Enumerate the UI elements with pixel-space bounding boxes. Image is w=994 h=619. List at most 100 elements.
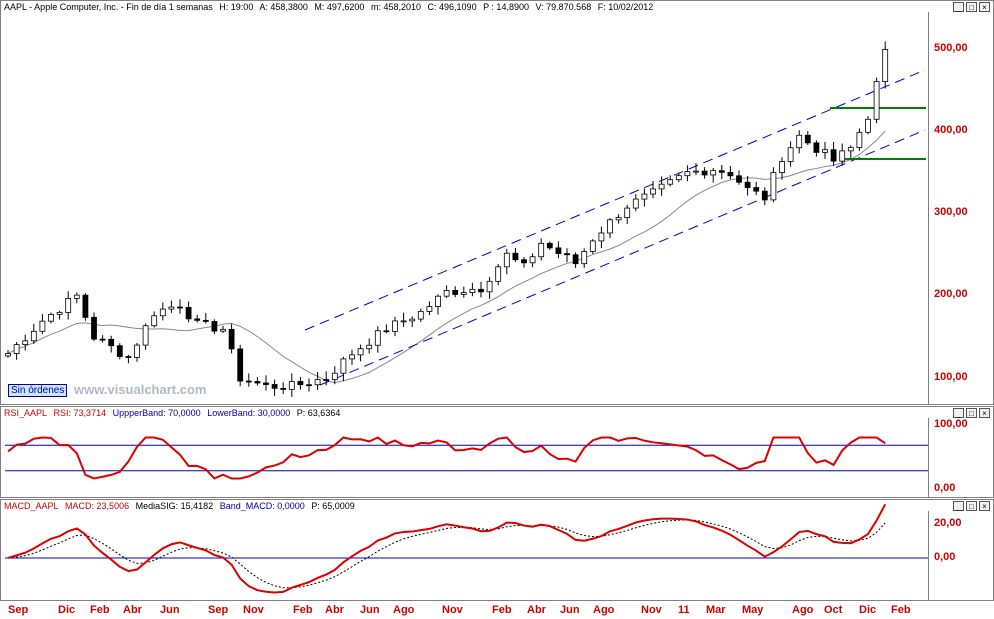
candle-body <box>340 358 347 374</box>
rsi-upper: UppperBand: 70,0000 <box>112 408 201 418</box>
time-tick-label: Dic <box>859 604 877 616</box>
candle-body <box>237 348 244 382</box>
rsi-maximize-button[interactable]: □ <box>966 408 977 418</box>
maximize-button[interactable]: □ <box>966 2 977 12</box>
candle-body <box>607 219 613 234</box>
candle-body <box>177 306 183 309</box>
candle-body <box>495 266 502 282</box>
candle-body <box>839 150 846 162</box>
candle-body <box>125 356 132 358</box>
minimize-button[interactable]: _ <box>953 2 964 12</box>
candle-body <box>211 321 218 332</box>
orders-status-button[interactable]: Sin órdenes <box>8 384 68 397</box>
close-field: C: 496,1090 <box>427 2 477 12</box>
time-tick-label: Nov <box>442 604 463 616</box>
candle-body <box>813 142 820 153</box>
rsi-minimize-button[interactable]: _ <box>953 408 964 418</box>
candle-body <box>460 292 467 295</box>
price-tick-label: 100,00 <box>934 371 968 383</box>
candle-body <box>314 379 321 386</box>
candle-body <box>710 170 717 176</box>
candle-body <box>529 256 536 264</box>
candle-body <box>684 171 691 177</box>
time-tick-label: Ago <box>593 604 615 616</box>
rsi-line <box>7 436 886 480</box>
candle-body <box>727 171 734 177</box>
time-tick-label: Mar <box>706 604 726 616</box>
channel-lower-line <box>319 129 926 386</box>
candle-body <box>349 354 355 360</box>
candle-body <box>194 318 201 321</box>
candle-body <box>254 381 261 384</box>
hour-field: H: 19:00 <box>219 2 254 12</box>
candle-body <box>228 328 235 350</box>
time-tick-label: Nov <box>243 604 264 616</box>
macd-label: MACD_AAPL <box>4 501 59 511</box>
candle-body <box>443 289 450 297</box>
candle-body <box>521 259 527 264</box>
rsi-value: RSI: 73,3714 <box>53 408 107 418</box>
macd-close-button[interactable]: × <box>979 501 990 511</box>
candle-body <box>151 315 158 327</box>
macd-signal-line <box>7 519 886 589</box>
candle-body <box>779 161 785 174</box>
candle-body <box>701 170 708 176</box>
macd-maximize-button[interactable]: □ <box>966 501 977 511</box>
rsi-header: RSI_AAPL RSI: 73,3714 UppperBand: 70,000… <box>4 408 344 418</box>
macd-line <box>7 503 887 594</box>
candle-body <box>546 242 553 249</box>
time-tick-label: Feb <box>90 604 110 616</box>
rsi-label: RSI_AAPL <box>4 408 48 418</box>
candle-body <box>538 242 545 258</box>
macd-axis-divider <box>928 511 929 601</box>
price-pane[interactable]: AAPL - Apple Computer, Inc. - Fin de día… <box>0 0 994 405</box>
candle-body <box>589 240 596 252</box>
time-tick-label: Feb <box>293 604 313 616</box>
candle-body <box>116 345 123 357</box>
macd-tick-label: 20,00 <box>934 517 962 529</box>
candle-body <box>753 187 760 192</box>
candle-body <box>159 308 166 317</box>
rsi-lower: LowerBand: 30,0000 <box>207 408 291 418</box>
macd-signal: MediaSIG: 15,4182 <box>135 501 214 511</box>
macd-band: Band_MACD: 0,0000 <box>219 501 305 511</box>
candle-body <box>435 295 441 307</box>
candle-body <box>830 149 837 162</box>
rsi-close-button[interactable]: × <box>979 408 990 418</box>
time-tick-label: Abr <box>325 604 344 616</box>
candle-body <box>383 330 390 333</box>
candle-body <box>598 232 605 242</box>
candle-body <box>744 181 751 188</box>
candle-body <box>30 330 37 342</box>
low-field: m: 458,2010 <box>370 2 422 12</box>
candle-body <box>572 254 579 265</box>
symbol-title: AAPL - Apple Computer, Inc. - Fin de día… <box>4 2 213 12</box>
candle-body <box>581 251 588 265</box>
close-button[interactable]: × <box>979 2 990 12</box>
rsi-tick-label: 0,00 <box>934 482 956 494</box>
candle-body <box>108 338 115 347</box>
rsi-tick-label: 100,00 <box>934 418 968 430</box>
candle-body <box>168 306 175 310</box>
candle-body <box>245 380 252 383</box>
candle-body <box>641 193 648 200</box>
time-tick-label: Sep <box>8 604 29 616</box>
candle-body <box>417 310 424 320</box>
candle-body <box>761 190 768 201</box>
candle-body <box>503 252 510 268</box>
candle-body <box>263 382 269 385</box>
rsi-pane[interactable]: RSI_AAPL RSI: 73,3714 UppperBand: 70,000… <box>0 406 994 498</box>
open-field: A: 458,3800 <box>259 2 308 12</box>
macd-minimize-button[interactable]: _ <box>953 501 964 511</box>
macd-header: MACD_AAPL MACD: 23,5006 MediaSIG: 15,418… <box>4 501 359 511</box>
time-tick-label: Nov <box>641 604 662 616</box>
candle-body <box>865 118 871 133</box>
candle-body <box>82 294 89 318</box>
candle-body <box>658 183 665 190</box>
candle-body <box>91 316 97 340</box>
rsi-axis-divider <box>928 418 929 498</box>
time-axis <box>0 600 994 619</box>
time-tick-label: Jun <box>360 604 380 616</box>
macd-pane[interactable]: MACD_AAPL MACD: 23,5006 MediaSIG: 15,418… <box>0 499 994 601</box>
